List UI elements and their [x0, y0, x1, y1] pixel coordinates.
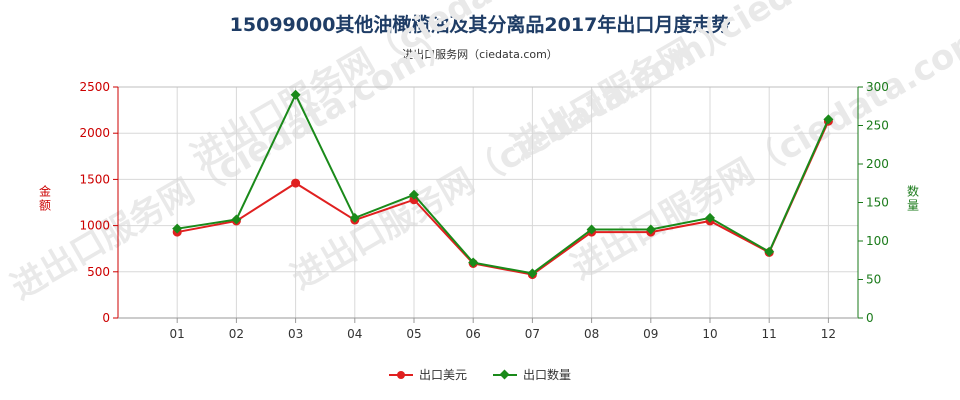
right-tick-label: 50 [866, 273, 881, 287]
x-tick-label: 10 [702, 327, 717, 341]
series-line-left [177, 120, 830, 276]
chart-legend: 出口美元 出口数量 [0, 366, 960, 383]
series-layer [172, 89, 834, 280]
data-point-diamond [349, 212, 360, 223]
left-axis-label: 金额 [39, 184, 51, 213]
data-point-diamond [586, 224, 597, 235]
watermark-text: 进出口服务网（ciedata.com） [565, 1, 960, 288]
data-point-diamond [468, 257, 479, 268]
chart-title: 15099000其他油橄榄油及其分离品2017年出口月度走势 [229, 14, 731, 36]
legend-swatch-usd [388, 370, 413, 380]
left-tick-label: 0 [102, 311, 110, 325]
left-tick-label: 500 [87, 265, 110, 279]
tick-layer: 0500100015002000250005010015020025030001… [39, 80, 919, 341]
data-point-diamond [823, 114, 834, 125]
right-tick-label: 0 [866, 311, 874, 325]
data-point-diamond [290, 89, 301, 100]
right-tick-label: 300 [866, 80, 889, 94]
x-tick-label: 01 [170, 327, 185, 341]
x-tick-label: 08 [584, 327, 599, 341]
legend-label: 出口数量 [523, 368, 572, 382]
right-tick-label: 100 [866, 234, 889, 248]
right-tick-label: 150 [866, 196, 889, 210]
x-tick-label: 09 [643, 327, 658, 341]
watermark-layer: 进出口服务网（ciedata.com）进出口服务网（ciedata.com）进出… [5, 0, 960, 308]
right-axis-label: 数量 [907, 184, 919, 213]
left-tick-label: 1000 [79, 219, 110, 233]
left-tick-label: 2000 [79, 126, 110, 140]
legend-swatch-quantity [493, 369, 517, 380]
x-tick-label: 07 [525, 327, 540, 341]
legend-swatch-diamond-marker [499, 369, 510, 379]
data-point-diamond [764, 246, 775, 257]
x-tick-label: 11 [762, 327, 777, 341]
right-tick-label: 250 [866, 119, 889, 133]
x-tick-label: 12 [821, 327, 836, 341]
data-point-diamond [409, 189, 419, 200]
left-tick-label: 2500 [79, 80, 110, 94]
data-point-diamond [645, 224, 656, 235]
data-point-diamond [527, 268, 538, 279]
data-point-diamond [172, 223, 183, 234]
legend-swatch-circle-marker [396, 370, 405, 379]
chart-subtitle: 进出口服务网（ciedata.com） [402, 48, 558, 61]
legend-item-export-usd[interactable]: 出口美元 [388, 366, 467, 383]
data-point-diamond [705, 212, 715, 223]
series-line-right [177, 92, 830, 275]
x-tick-label: 05 [406, 327, 421, 341]
data-point-diamond [231, 214, 242, 225]
x-tick-label: 04 [347, 327, 362, 341]
right-tick-label: 200 [866, 157, 889, 171]
left-tick-label: 1500 [79, 172, 110, 186]
x-tick-label: 02 [229, 327, 244, 341]
legend-label: 出口美元 [418, 368, 467, 382]
data-point-circle [291, 178, 301, 188]
legend-item-export-quantity[interactable]: 出口数量 [493, 366, 571, 383]
x-tick-label: 03 [288, 327, 303, 341]
x-tick-label: 06 [466, 327, 481, 341]
